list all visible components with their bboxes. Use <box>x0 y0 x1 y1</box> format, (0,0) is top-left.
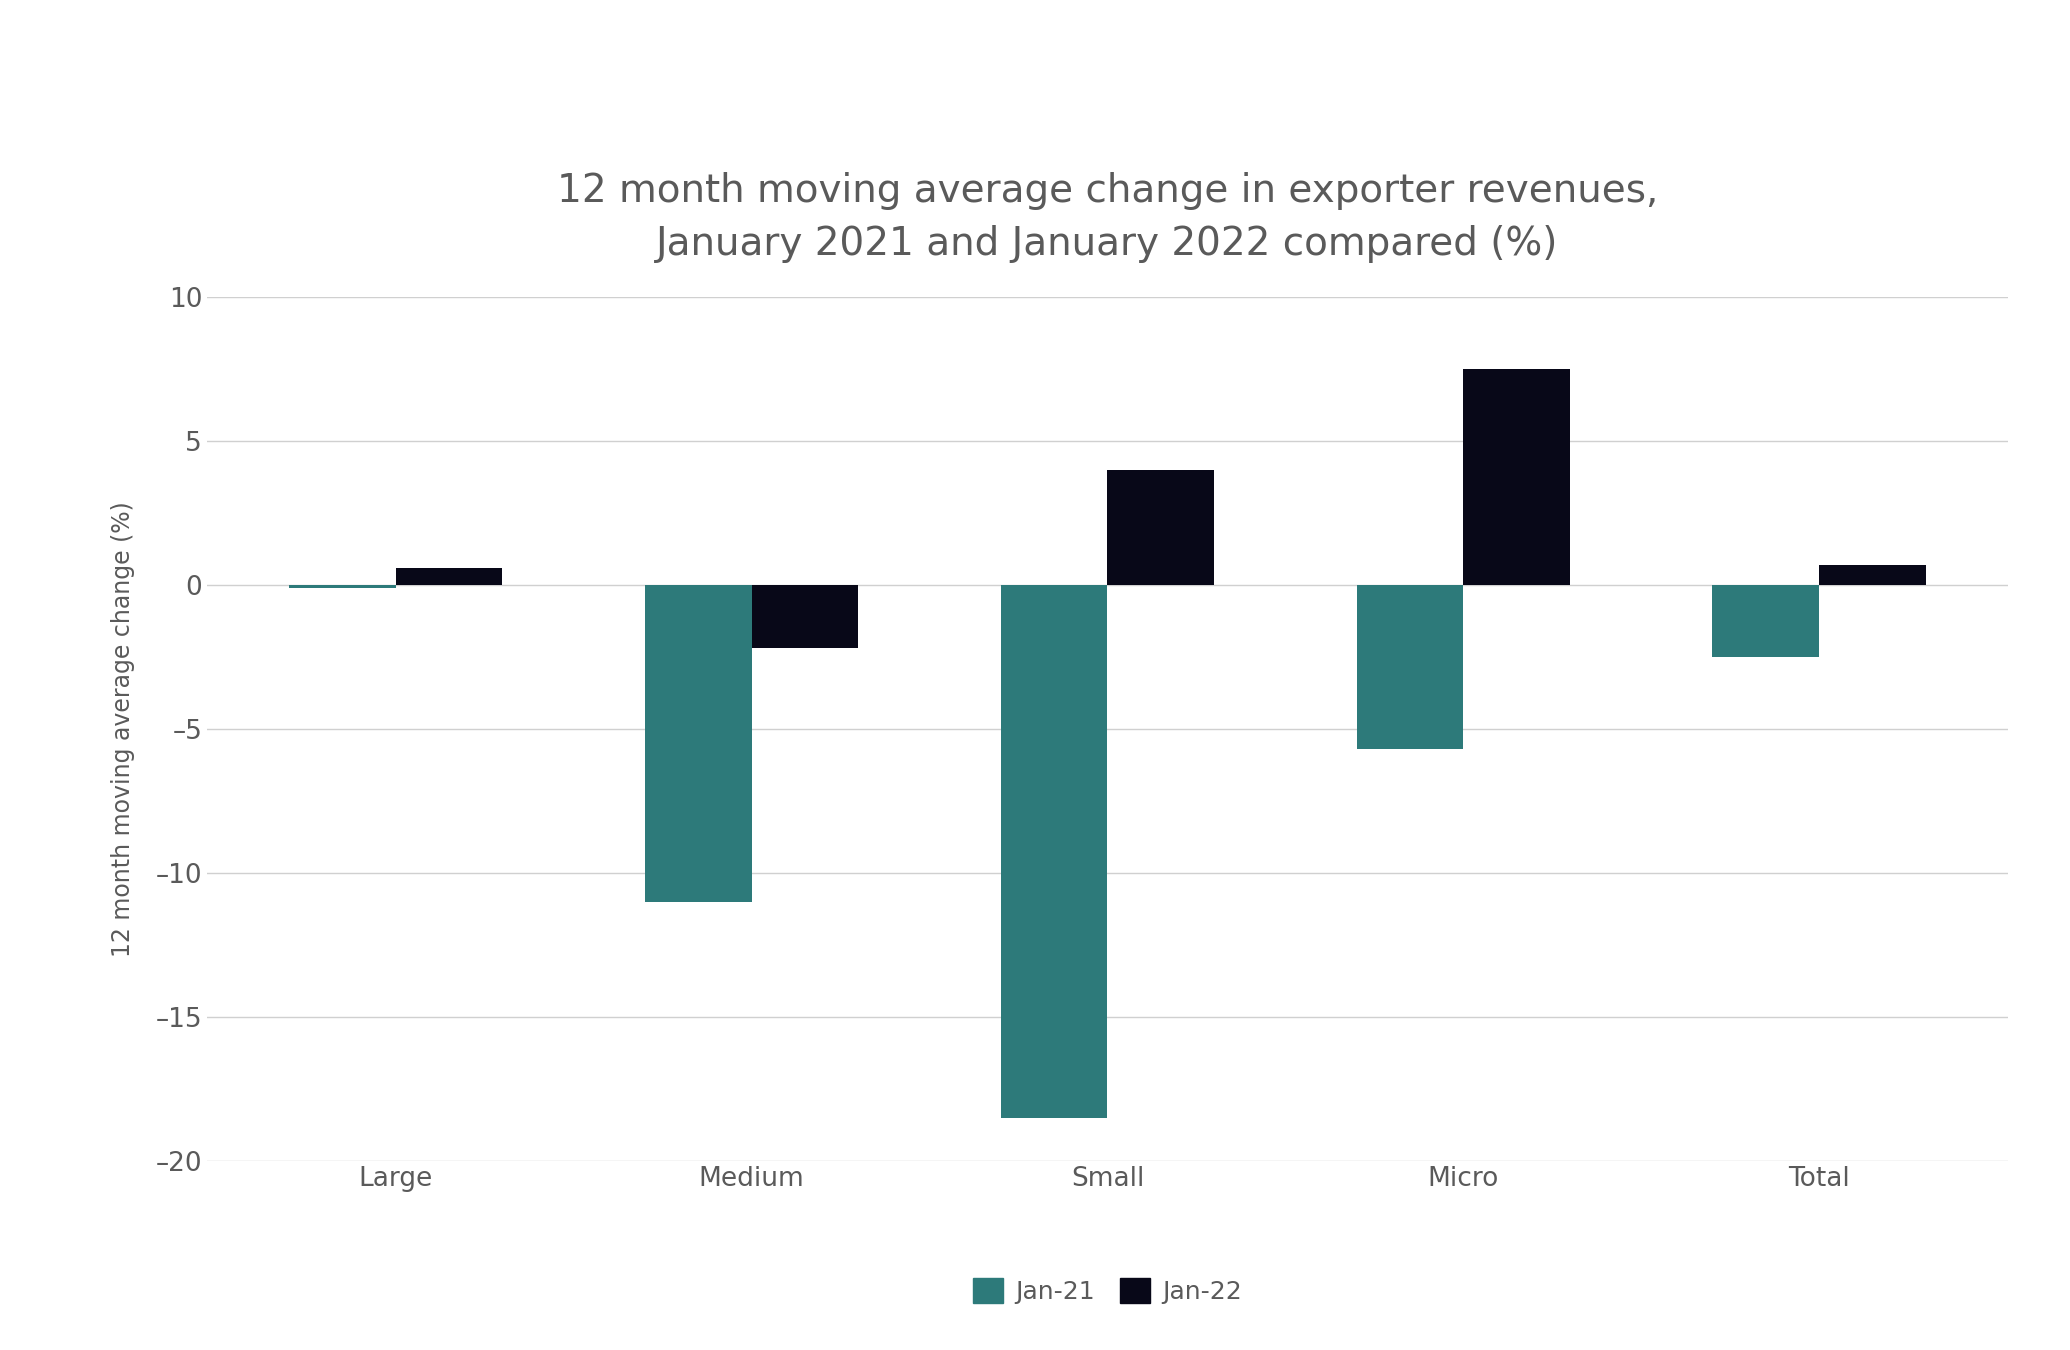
Bar <box>1000 585 1107 1118</box>
Bar <box>644 585 751 902</box>
Y-axis label: 12 month moving average change (%): 12 month moving average change (%) <box>110 501 135 957</box>
Bar <box>1712 585 1820 657</box>
Bar <box>1463 369 1571 585</box>
Bar <box>751 585 859 648</box>
Bar <box>1356 585 1463 749</box>
Bar <box>1820 564 1925 585</box>
Bar <box>290 585 395 587</box>
Bar <box>395 568 503 585</box>
Title: 12 month moving average change in exporter revenues,
January 2021 and January 20: 12 month moving average change in export… <box>557 173 1658 263</box>
Legend: Jan-21, Jan-22: Jan-21, Jan-22 <box>973 1277 1242 1304</box>
Bar <box>1107 470 1215 585</box>
